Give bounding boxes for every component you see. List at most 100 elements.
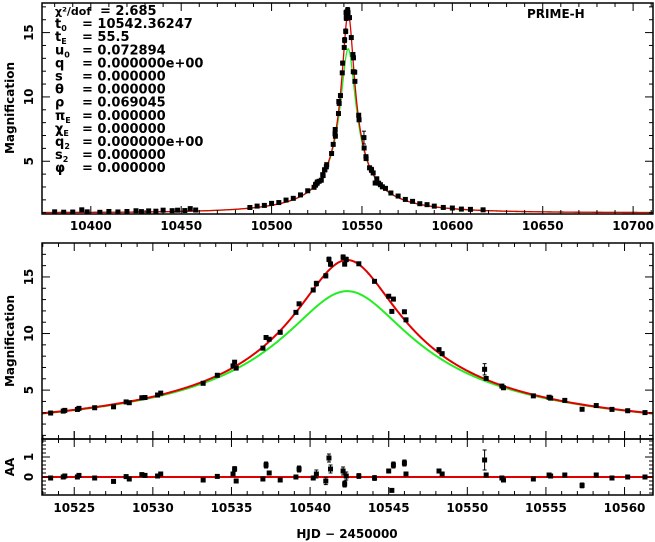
param-label: q [55,56,64,71]
data-point [233,365,239,371]
data-point [138,209,144,214]
data-point [126,476,132,482]
data-point [293,309,299,315]
data-point [230,471,236,477]
data-point [417,201,423,207]
data-point [374,176,380,182]
data-point [326,256,332,262]
data-point [92,475,98,481]
data-point [342,261,348,267]
data-point [97,209,103,214]
data-point [277,477,283,483]
data-point [340,468,346,474]
data-point [609,406,615,412]
data-point [388,190,394,196]
x-tick-label: 10545 [368,501,410,515]
data-point [323,478,329,484]
data-point [326,455,332,461]
param-symbol: q [55,56,64,71]
axis-ticks [42,242,653,439]
param-label: θ [55,83,64,98]
data-point [92,405,98,411]
param-label: ρ [55,96,64,111]
data-point [350,55,356,61]
data-point [298,192,303,198]
data-point [436,468,442,474]
data-point [431,203,437,209]
data-point [500,385,506,391]
data-point [458,206,464,212]
param-subscript: 2 [63,155,69,164]
data-point [339,70,345,76]
x-tick-label: 10450 [160,219,202,233]
param-value: = 0.000000e+00 [82,135,203,150]
param-subscript: E [65,116,70,125]
param-label: s [55,70,63,85]
data-point [401,309,407,315]
data-point [48,410,54,416]
data-point [332,133,338,139]
data-point [62,407,68,413]
data-point [133,208,139,214]
x-tick-label: 10535 [211,501,253,515]
data-point [403,471,409,477]
data-point [402,196,408,202]
data-point [155,392,161,398]
data-point [230,363,236,369]
data-point [232,466,238,472]
data-point [329,151,335,157]
param-value: = 0.000000 [82,161,166,176]
data-point [424,202,430,208]
data-point [313,471,319,477]
data-point [548,473,554,479]
model-curve-initial [42,290,653,415]
data-point [482,457,488,463]
chi2-dof-value: = 2.685 [100,4,157,19]
residual-ylabel: AA [3,457,17,476]
data-point [439,351,445,357]
data-point [328,466,334,472]
data-point [372,278,378,284]
data-point [290,195,296,201]
data-point [320,173,326,179]
data-point [84,209,90,214]
data-point [332,127,338,133]
param-subscript: E [61,37,66,46]
data-point [247,204,253,210]
y-tick-label: 10 [22,325,36,342]
data-point [345,10,351,16]
data-point [115,209,121,214]
data-point [76,405,82,411]
param-value: = 0.069045 [82,96,166,111]
y-tick-label: 5 [22,386,36,394]
data-point [379,184,385,190]
data-point [343,256,349,262]
data-point [153,208,159,214]
data-point [579,482,585,488]
data-point [483,375,489,381]
param-symbol: t [55,30,61,45]
data-point [142,395,148,401]
param-value: = 0.000000 [82,148,166,163]
data-point [562,472,568,478]
param-value: = 10542.36247 [82,17,193,32]
data-point [62,473,68,479]
data-point [369,167,375,173]
data-point [169,208,175,214]
data-point [336,100,342,106]
instrument-label: PRIME-H [527,7,585,21]
data-point [260,476,266,482]
param-symbol: u [55,43,64,58]
data-point [324,162,330,168]
axes-frame [41,242,654,440]
y-tick-label: 15 [22,269,36,286]
data-point [350,52,356,58]
data-point [335,111,341,117]
data-point [439,471,445,477]
data-point [372,475,378,481]
data-point [310,475,316,481]
plot-area [42,254,653,416]
